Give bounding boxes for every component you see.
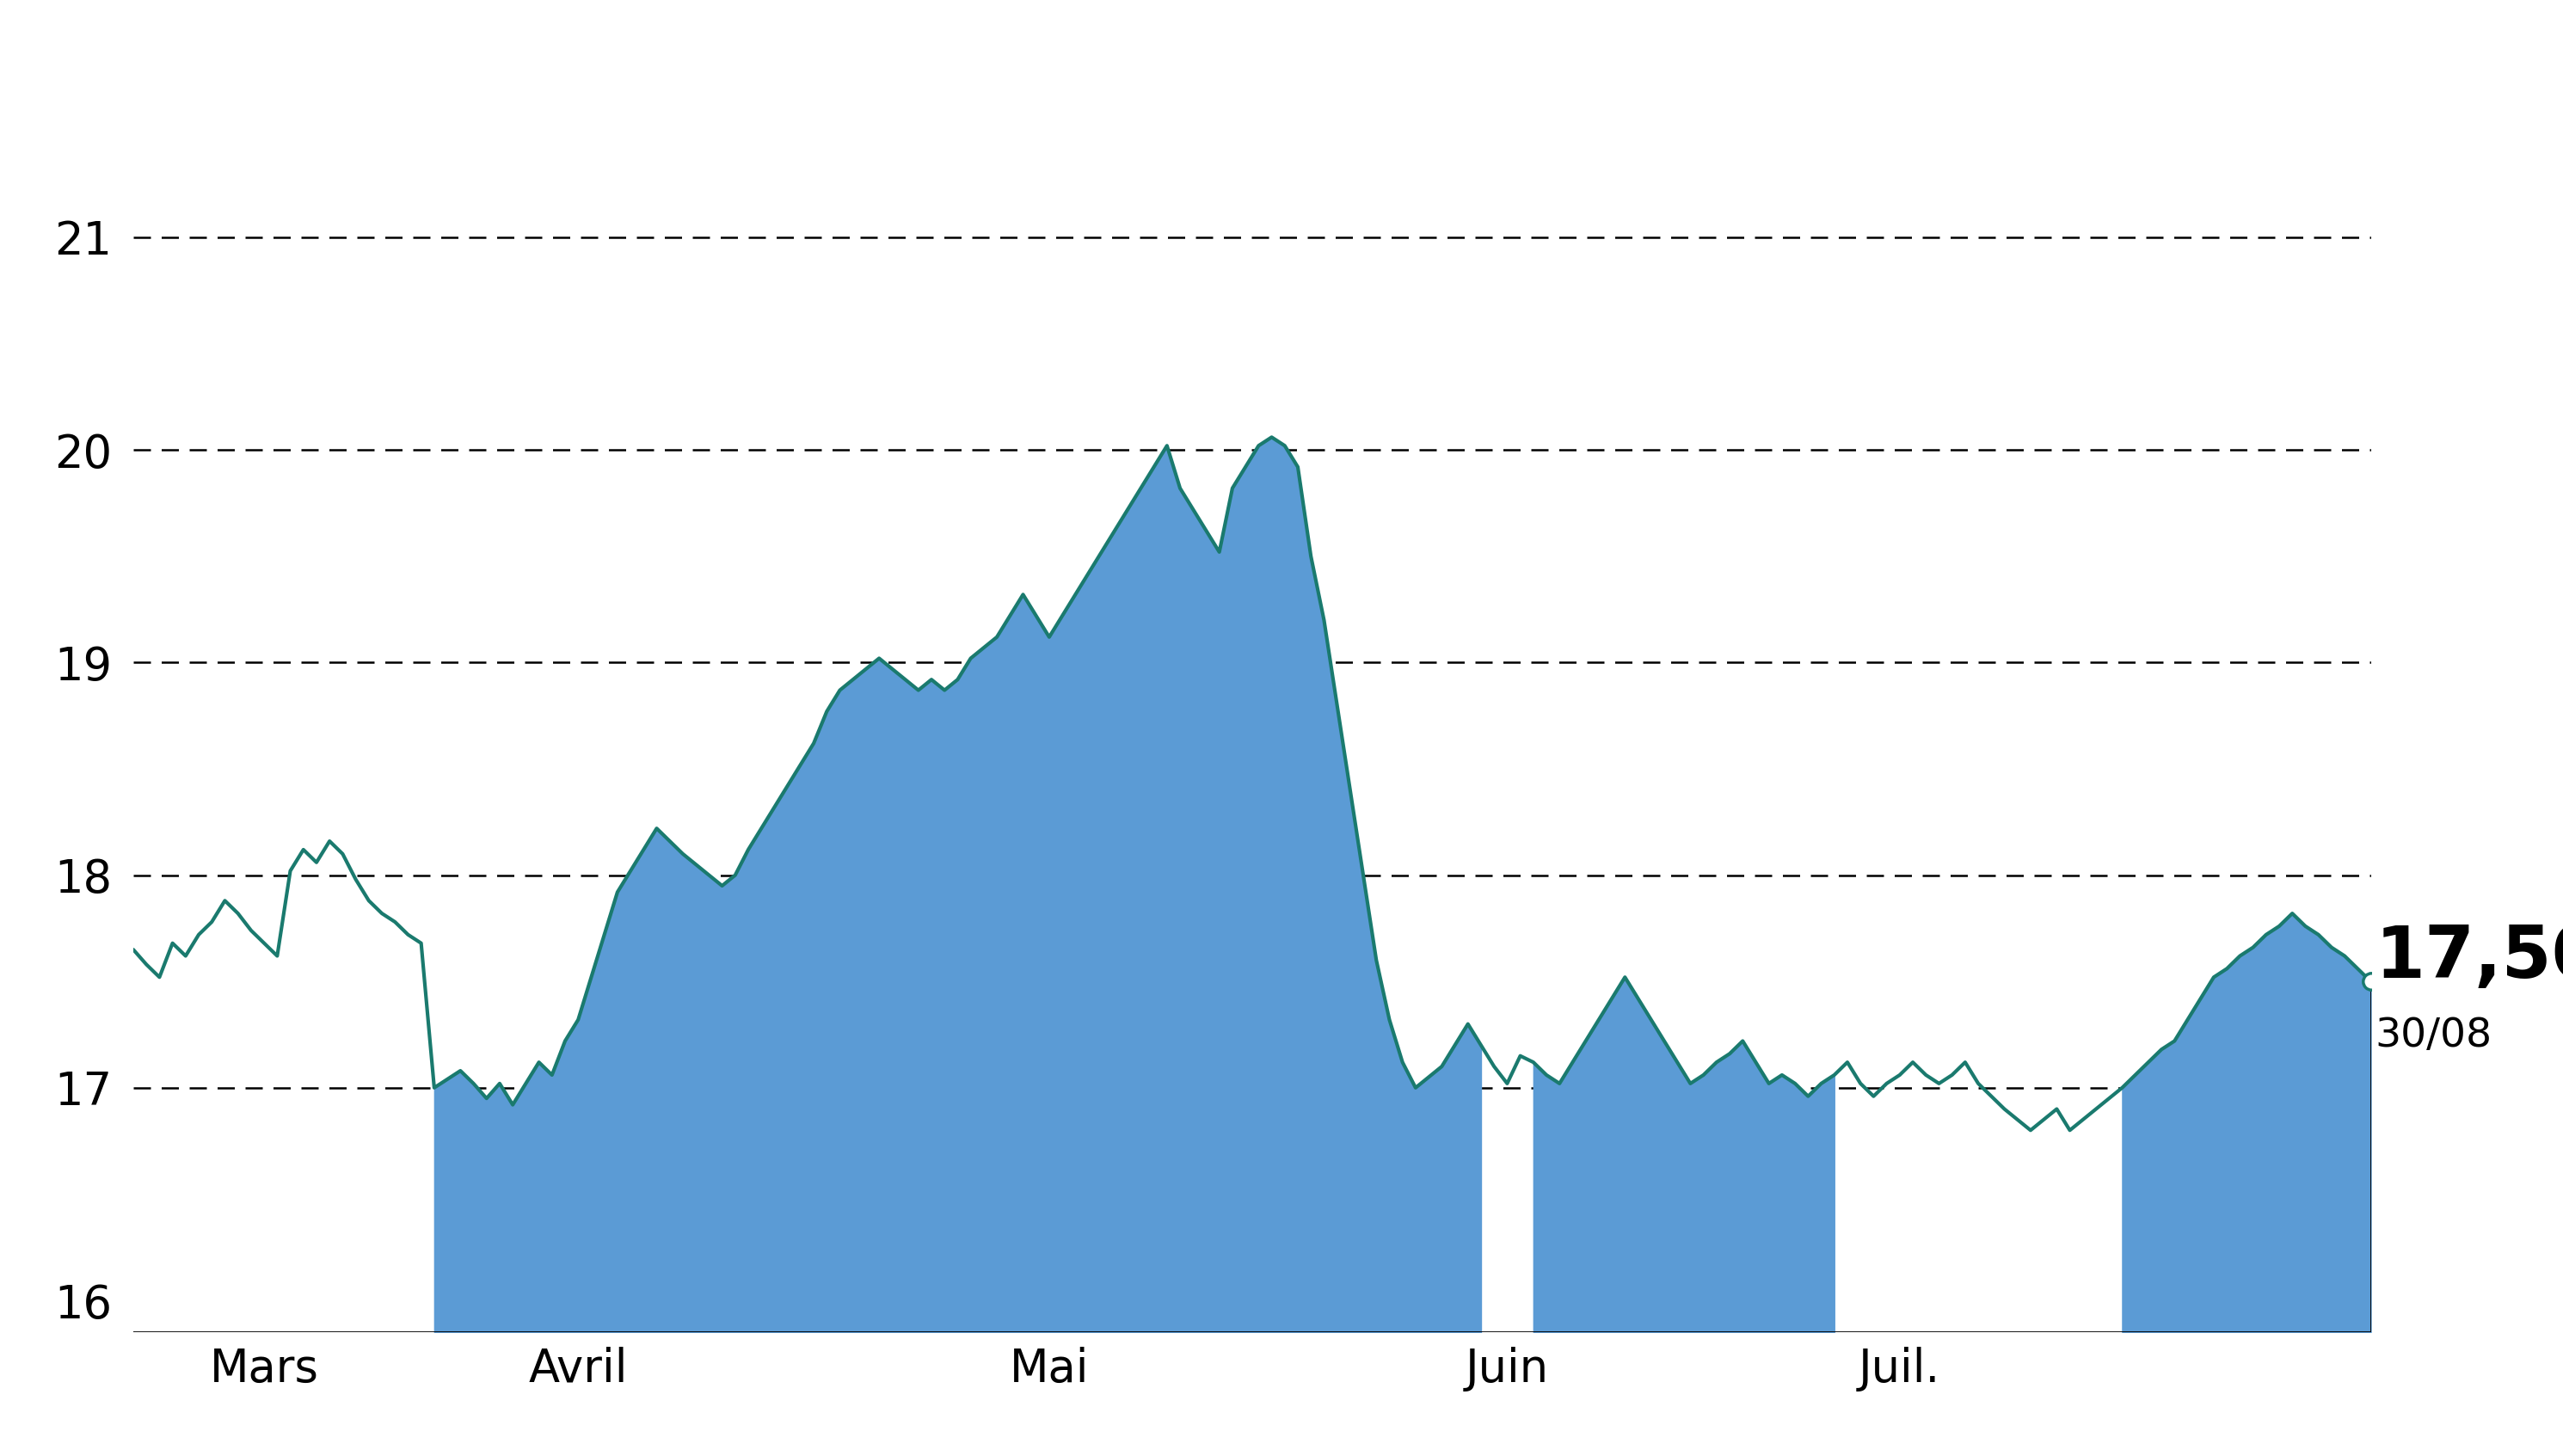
Text: 30/08: 30/08 [2376, 1016, 2491, 1054]
Text: 17,50: 17,50 [2376, 923, 2563, 992]
Text: CRCAM BRIE PIC2CCI: CRCAM BRIE PIC2CCI [738, 16, 1825, 108]
